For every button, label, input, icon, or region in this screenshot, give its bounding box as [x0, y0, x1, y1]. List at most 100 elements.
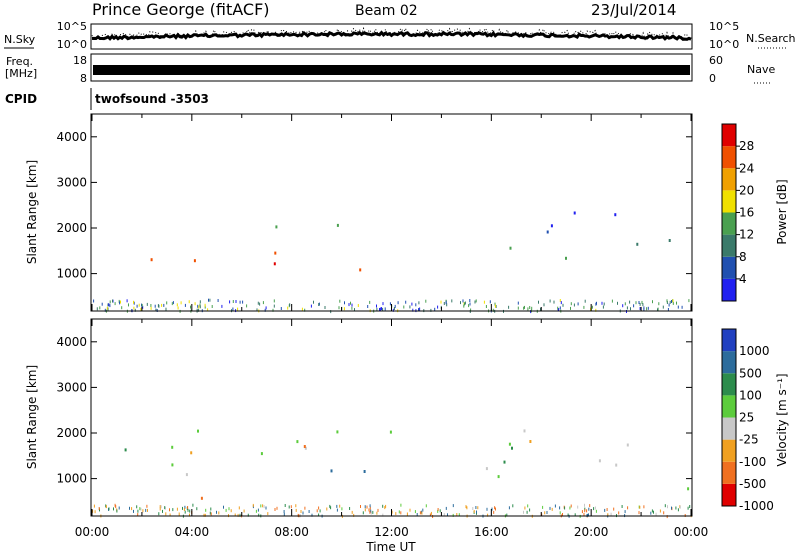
echo-cell: [551, 507, 553, 511]
echo-cell: [470, 308, 472, 312]
echo-cell: [671, 300, 672, 303]
echo-cell: [101, 302, 103, 306]
echo-cell: [329, 504, 331, 508]
echo-cell: [142, 509, 144, 513]
echo-cell: [622, 304, 624, 308]
echo-cell: [389, 302, 391, 306]
echo-cell: [400, 503, 402, 507]
echo-cell: [573, 211, 576, 215]
echo-cell: [311, 513, 313, 517]
echo-cell: [415, 303, 417, 307]
echo-cell: [553, 300, 555, 304]
echo-cell: [588, 513, 589, 517]
echo-cell: [584, 509, 586, 513]
echo-cell: [671, 506, 672, 510]
echo-cell: [672, 299, 674, 303]
echo-cell: [593, 507, 595, 511]
echo-cell: [529, 440, 532, 443]
echo-cell: [583, 513, 585, 516]
echo-cell: [492, 308, 494, 312]
echo-cell: [542, 505, 544, 509]
power-panel: [90, 113, 693, 312]
echo-cell: [508, 506, 510, 510]
echo-cell: [364, 508, 366, 512]
y-tick-label: 1000: [56, 472, 87, 486]
echo-cell: [669, 300, 671, 304]
echo-cell: [666, 515, 668, 519]
echo-cell: [330, 310, 332, 314]
echo-cell: [176, 507, 178, 511]
noise-tick-left-top: 10^5: [57, 20, 87, 33]
echo-cell: [587, 513, 589, 517]
freq-tick-right-bottom: 0: [709, 72, 716, 85]
echo-cell: [171, 302, 173, 306]
echo-cell: [264, 308, 266, 312]
echo-cell: [316, 509, 318, 513]
freq-label-2: [MHz]: [5, 67, 37, 80]
echo-cell: [232, 307, 234, 311]
echo-cell: [472, 507, 474, 510]
velocity-colorbar: 1000 500 100 25 -25 -100 -500 -1000: [721, 328, 774, 513]
echo-cell: [562, 513, 563, 516]
velocity-heatmap: [92, 429, 692, 519]
echo-cell: [107, 307, 109, 311]
echo-cell: [494, 506, 496, 510]
echo-cell: [460, 301, 461, 305]
power-tick-label: 16: [739, 206, 754, 220]
echo-cell: [377, 508, 379, 512]
echo-cell: [210, 507, 212, 511]
echo-cell: [524, 305, 525, 309]
echo-cell: [549, 299, 551, 303]
echo-cell: [557, 308, 559, 312]
echo-cell: [318, 303, 320, 306]
echo-cell: [668, 303, 670, 307]
echo-cell: [136, 304, 138, 308]
echo-cell: [437, 508, 439, 511]
echo-cell: [445, 506, 447, 510]
echo-cell: [239, 300, 241, 304]
echo-cell: [618, 511, 620, 515]
echo-cell: [354, 308, 355, 312]
echo-cell: [140, 307, 142, 311]
echo-cell: [160, 505, 162, 509]
echo-cell: [187, 508, 189, 512]
echo-cell: [473, 510, 475, 513]
echo-cell: [326, 507, 328, 511]
velocity-tick-label: 500: [739, 366, 762, 380]
y-tick-label: 3000: [56, 175, 87, 189]
echo-cell: [635, 301, 637, 305]
echo-cell: [653, 510, 654, 514]
echo-cell: [487, 513, 489, 517]
echo-cell: [512, 504, 514, 508]
echo-cell: [382, 513, 384, 517]
colorbar-cell: [722, 395, 736, 418]
echo-cell: [583, 305, 585, 309]
echo-cell: [182, 506, 183, 510]
echo-cell: [546, 511, 548, 514]
echo-cell: [296, 440, 299, 444]
colorbar-cell: [722, 256, 736, 279]
echo-cell: [150, 306, 152, 310]
echo-cell: [369, 506, 371, 510]
echo-cell: [304, 308, 306, 312]
echo-cell: [613, 507, 615, 511]
echo-cell: [209, 298, 211, 302]
echo-cell: [217, 299, 219, 302]
echo-cell: [369, 300, 371, 304]
power-tick-label: 12: [739, 228, 754, 242]
echo-cell: [94, 510, 96, 514]
echo-cell: [434, 307, 436, 311]
echo-cell: [98, 507, 100, 510]
echo-cell: [112, 299, 113, 303]
velocity-panel: [90, 318, 693, 517]
echo-cell: [319, 509, 321, 513]
echo-cell: [589, 504, 591, 508]
echo-cell: [409, 508, 411, 512]
echo-cell: [445, 301, 447, 305]
echo-cell: [274, 508, 276, 511]
x-tick-label: 16:00: [474, 525, 509, 539]
power-heatmap: [93, 211, 690, 314]
echo-cell: [116, 509, 118, 513]
echo-cell: [658, 302, 660, 306]
echo-cell: [689, 505, 691, 508]
